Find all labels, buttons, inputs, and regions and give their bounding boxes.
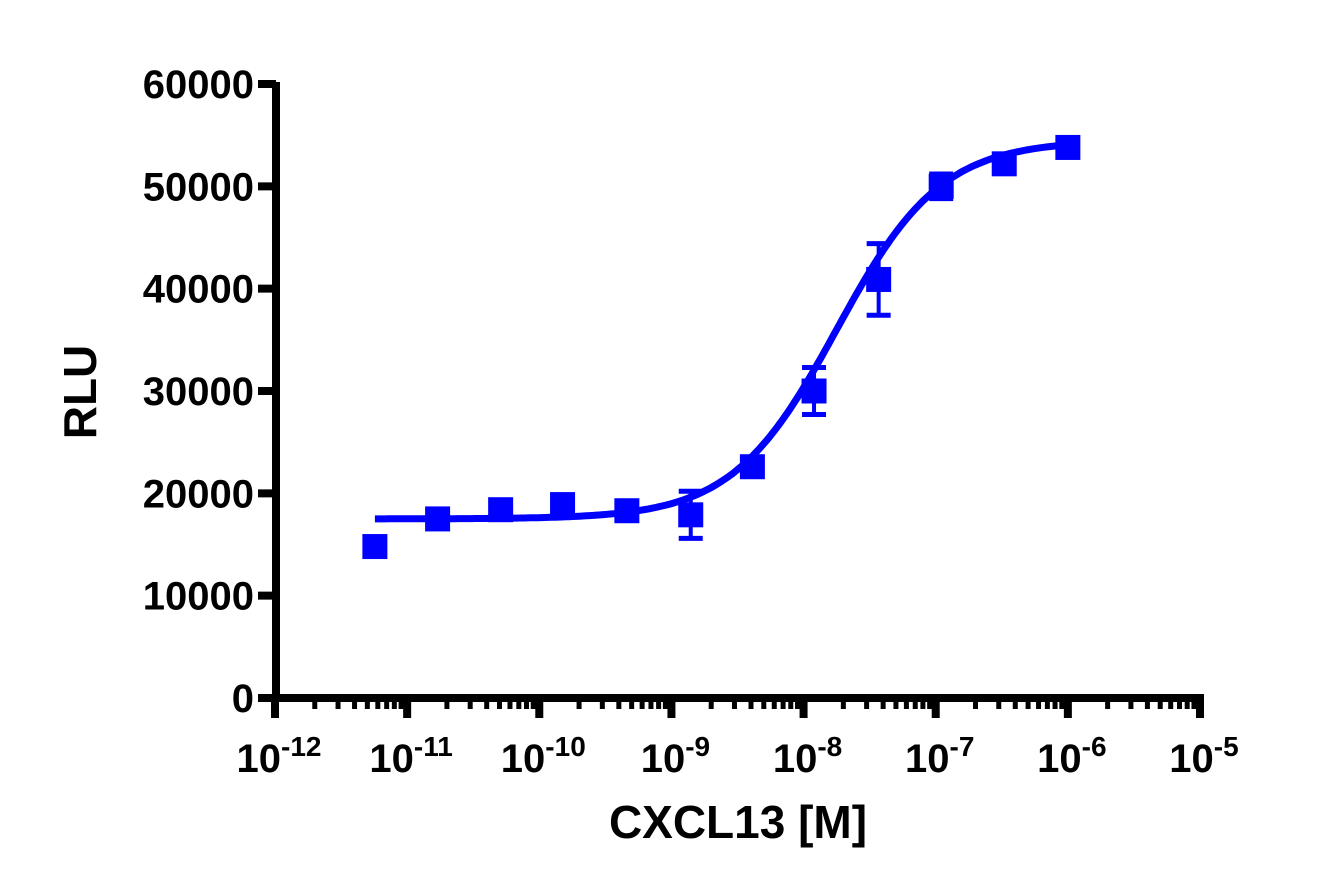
y-tick-label: 40000: [143, 268, 254, 312]
x-tick-label: 10-5: [1169, 731, 1238, 781]
y-tick-label: 30000: [143, 370, 254, 414]
y-axis-title: RLU: [54, 345, 106, 440]
data-point-square: [488, 497, 514, 523]
y-tick-label: 50000: [143, 165, 254, 209]
data-point-square: [425, 506, 451, 532]
fit-curve: [374, 141, 1069, 523]
x-tick-label: 10-7: [905, 731, 974, 781]
data-point-square: [614, 498, 640, 524]
data-point-square: [801, 378, 827, 404]
x-axis-ticks: 10-12 10-11 10-10 10-9 10-8 10-7 10-6 10-5: [237, 698, 1239, 781]
data-point-square: [1055, 134, 1081, 160]
y-tick-label: 0: [232, 677, 254, 721]
data-point-square: [362, 534, 388, 560]
data-point-square: [678, 502, 704, 528]
data-point-square: [866, 266, 892, 292]
data-point-square: [991, 151, 1017, 177]
data-point-square: [550, 492, 576, 518]
x-tick-label: 10-10: [501, 731, 586, 781]
x-axis-title: CXCL13 [M]: [609, 796, 867, 848]
data-point-square: [928, 173, 954, 199]
y-axis-ticks: 0 10000 20000 30000 40000 50000 60000: [143, 63, 276, 721]
y-tick-label: 10000: [143, 575, 254, 619]
x-tick-label: 10-9: [641, 731, 710, 781]
y-tick-label: 60000: [143, 63, 254, 107]
data-points: [362, 134, 1081, 560]
x-tick-label: 10-8: [773, 731, 842, 781]
x-tick-label: 10-11: [369, 731, 452, 781]
data-point-square: [739, 454, 765, 480]
y-tick-label: 20000: [143, 472, 254, 516]
fit-line: [374, 141, 1069, 523]
x-tick-label: 10-12: [237, 731, 322, 781]
x-tick-label: 10-6: [1037, 731, 1106, 781]
